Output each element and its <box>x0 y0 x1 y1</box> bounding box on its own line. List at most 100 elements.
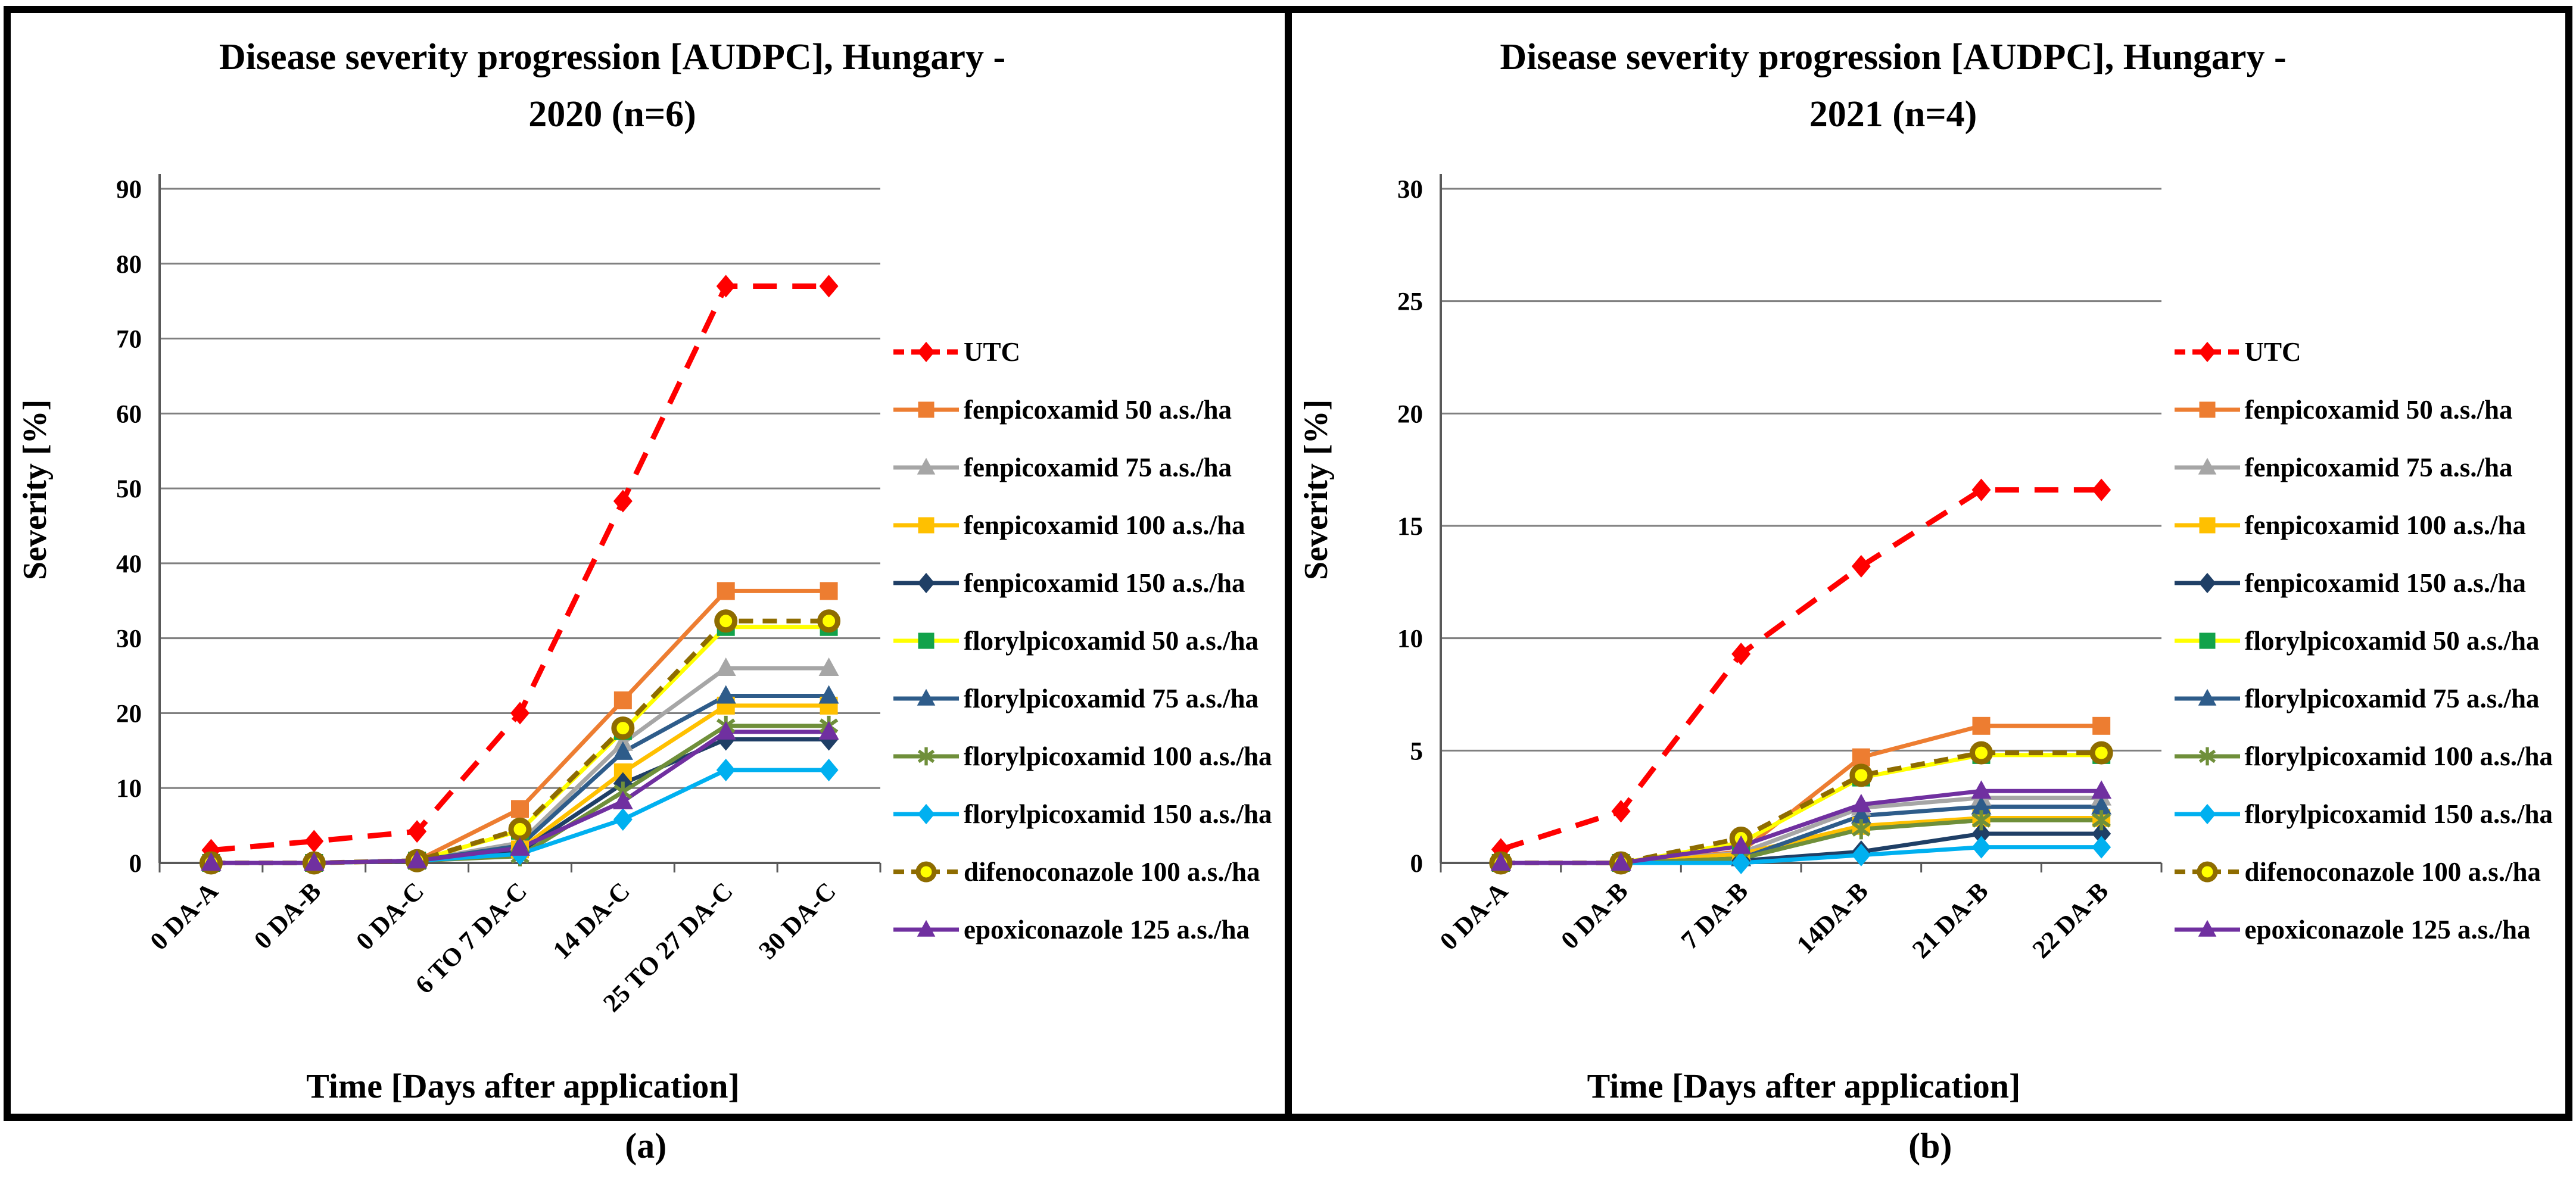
series-marker-florylpicoxamid-75-a-s-ha <box>2198 688 2216 706</box>
legend-label: florylpicoxamid 100 a.s./ha <box>964 741 1272 771</box>
series-marker-florylpicoxamid-75-a-s-ha <box>612 741 633 760</box>
series-marker-epoxiconazole-125-a-s-ha <box>2091 780 2111 799</box>
series-marker-epoxiconazole-125-a-s-ha <box>1851 793 1871 812</box>
legend-item-florylpicoxamid-50-a-s-ha: florylpicoxamid 50 a.s./ha <box>2172 612 2565 669</box>
series-marker-florylpicoxamid-75-a-s-ha <box>715 685 736 704</box>
series-marker-fenpicoxamid-75-a-s-ha <box>715 657 736 676</box>
legend-label: florylpicoxamid 50 a.s./ha <box>2244 625 2540 656</box>
legend-item-utc: UTC <box>891 323 1284 381</box>
series-marker-fenpicoxamid-150-a-s-ha <box>917 572 935 593</box>
y-tick-label: 10 <box>1397 625 1423 653</box>
series-marker-florylpicoxamid-75-a-s-ha <box>917 688 936 706</box>
series-line-utc <box>1499 487 2101 852</box>
caption-row: (a) (b) <box>4 1126 2572 1167</box>
series-marker-utc <box>917 341 935 362</box>
caption-a: (a) <box>625 1126 667 1165</box>
y-tick-label: 0 <box>1410 850 1423 878</box>
x-tick-label: 0 DA-B <box>249 877 326 955</box>
legend-label: florylpicoxamid 100 a.s./ha <box>2244 741 2553 771</box>
legend-swatch-difenoconazole-100-a-s-ha <box>893 861 959 883</box>
series-marker-florylpicoxamid-100-a-s-ha <box>2198 747 2216 765</box>
x-tick-label: 14 DA-C <box>548 877 636 965</box>
series-marker-utc <box>304 830 324 853</box>
legend-item-fenpicoxamid-100-a-s-ha: fenpicoxamid 100 a.s./ha <box>2172 496 2565 554</box>
legend-label: fenpicoxamid 75 a.s./ha <box>2244 452 2513 482</box>
legend-label: florylpicoxamid 150 a.s./ha <box>964 799 1272 829</box>
x-tick-label: 0 DA-B <box>1556 877 1633 955</box>
y-tick-label: 25 <box>1397 288 1423 316</box>
series-marker-epoxiconazole-125-a-s-ha <box>2198 920 2216 937</box>
legend-label: fenpicoxamid 50 a.s./ha <box>2244 394 2513 425</box>
series-marker-epoxiconazole-125-a-s-ha <box>1611 852 1631 871</box>
legend-2021: UTC fenpicoxamid 50 a.s./ha fenpicoxamid 7… <box>2172 323 2565 958</box>
legend-label: fenpicoxamid 100 a.s./ha <box>964 510 1245 540</box>
series-marker-florylpicoxamid-150-a-s-ha <box>2091 836 2111 859</box>
series-marker-fenpicoxamid-50-a-s-ha <box>1972 716 1990 735</box>
series-line-utc <box>211 283 829 853</box>
chart-title-line1: Disease severity progression [AUDPC], Hu… <box>219 37 1006 77</box>
legend-label: UTC <box>2244 336 2301 367</box>
series-marker-fenpicoxamid-50-a-s-ha <box>613 691 632 710</box>
series-marker-fenpicoxamid-75-a-s-ha <box>818 657 839 676</box>
legend-item-fenpicoxamid-100-a-s-ha: fenpicoxamid 100 a.s./ha <box>891 496 1284 554</box>
legend-item-florylpicoxamid-150-a-s-ha: florylpicoxamid 150 a.s./ha <box>2172 785 2565 843</box>
series-marker-florylpicoxamid-75-a-s-ha <box>2091 796 2111 815</box>
series-marker-epoxiconazole-125-a-s-ha <box>407 850 428 869</box>
panel-2020: Disease severity progression [AUDPC], Hu… <box>11 13 1292 1114</box>
legend-swatch-florylpicoxamid-100-a-s-ha <box>2174 747 2240 765</box>
y-tick-label: 0 <box>129 850 142 878</box>
legend-item-florylpicoxamid-100-a-s-ha: florylpicoxamid 100 a.s./ha <box>891 727 1284 785</box>
series-marker-utc <box>819 275 839 298</box>
series-marker-florylpicoxamid-150-a-s-ha <box>917 803 935 824</box>
chart-title-line2: 2021 (n=4) <box>1809 94 1977 135</box>
series-marker-utc <box>1851 554 1871 578</box>
panel-2021: Disease severity progression [AUDPC], Hu… <box>1291 13 2565 1114</box>
legend-swatch-fenpicoxamid-50-a-s-ha <box>893 401 959 417</box>
series-marker-fenpicoxamid-100-a-s-ha <box>918 517 935 533</box>
series-marker-florylpicoxamid-150-a-s-ha <box>716 759 736 782</box>
series-marker-fenpicoxamid-50-a-s-ha <box>2092 716 2110 735</box>
caption-b: (b) <box>1908 1126 1952 1165</box>
legend-item-florylpicoxamid-150-a-s-ha: florylpicoxamid 150 a.s./ha <box>891 785 1284 843</box>
series-marker-fenpicoxamid-50-a-s-ha <box>1852 748 1870 766</box>
series-marker-epoxiconazole-125-a-s-ha <box>818 721 839 740</box>
legend-swatch-epoxiconazole-125-a-s-ha <box>893 920 959 937</box>
legend-item-florylpicoxamid-50-a-s-ha: florylpicoxamid 50 a.s./ha <box>891 612 1284 669</box>
y-tick-label: 5 <box>1410 737 1423 765</box>
legend-swatch-florylpicoxamid-50-a-s-ha <box>2174 632 2240 649</box>
legend-label: difenoconazole 100 a.s./ha <box>964 856 1260 887</box>
y-tick-label: 20 <box>116 700 142 728</box>
series-marker-utc <box>407 820 427 843</box>
series-marker-florylpicoxamid-50-a-s-ha <box>918 632 935 649</box>
series-marker-epoxiconazole-125-a-s-ha <box>201 852 222 871</box>
series-marker-fenpicoxamid-50-a-s-ha <box>2199 401 2215 417</box>
x-tick-label: 22 DA-B <box>2027 877 2114 964</box>
series-marker-fenpicoxamid-100-a-s-ha <box>2199 517 2215 533</box>
series-marker-florylpicoxamid-150-a-s-ha <box>819 759 839 782</box>
series-marker-florylpicoxamid-50-a-s-ha <box>2199 632 2215 649</box>
legend-swatch-fenpicoxamid-100-a-s-ha <box>2174 517 2240 533</box>
legend-item-florylpicoxamid-100-a-s-ha: florylpicoxamid 100 a.s./ha <box>2172 727 2565 785</box>
legend-item-fenpicoxamid-150-a-s-ha: fenpicoxamid 150 a.s./ha <box>2172 554 2565 612</box>
series-marker-difenoconazole-100-a-s-ha <box>1969 741 1993 765</box>
legend-label: florylpicoxamid 150 a.s./ha <box>2244 799 2553 829</box>
y-tick-label: 80 <box>116 251 142 279</box>
legend-label: fenpicoxamid 150 a.s./ha <box>964 568 1245 598</box>
series-marker-florylpicoxamid-75-a-s-ha <box>1851 805 1871 824</box>
legend-swatch-fenpicoxamid-50-a-s-ha <box>2174 401 2240 417</box>
series-marker-fenpicoxamid-50-a-s-ha <box>511 800 529 818</box>
x-tick-label: 0 DA-A <box>1434 877 1513 956</box>
series-marker-utc <box>1731 643 1750 666</box>
series-marker-difenoconazole-100-a-s-ha <box>611 716 635 740</box>
series-marker-florylpicoxamid-100-a-s-ha <box>2091 810 2111 831</box>
series-marker-fenpicoxamid-150-a-s-ha <box>2198 572 2216 593</box>
series-marker-difenoconazole-100-a-s-ha <box>2196 861 2218 883</box>
y-tick-label: 30 <box>116 625 142 653</box>
legend-item-epoxiconazole-125-a-s-ha: epoxiconazole 125 a.s./ha <box>2172 900 2565 958</box>
legend-swatch-difenoconazole-100-a-s-ha <box>2174 861 2240 883</box>
series-marker-florylpicoxamid-150-a-s-ha <box>1731 852 1750 874</box>
chart-svg-2021: 0 5 10 15 20 25 30 0 DA-A 0 DA-B 7 DA-B 14DA-B 21 D… <box>1397 174 2162 964</box>
legend-swatch-fenpicoxamid-150-a-s-ha <box>2174 572 2240 593</box>
series-marker-fenpicoxamid-75-a-s-ha <box>2198 457 2216 475</box>
legend-swatch-utc <box>2174 341 2240 362</box>
